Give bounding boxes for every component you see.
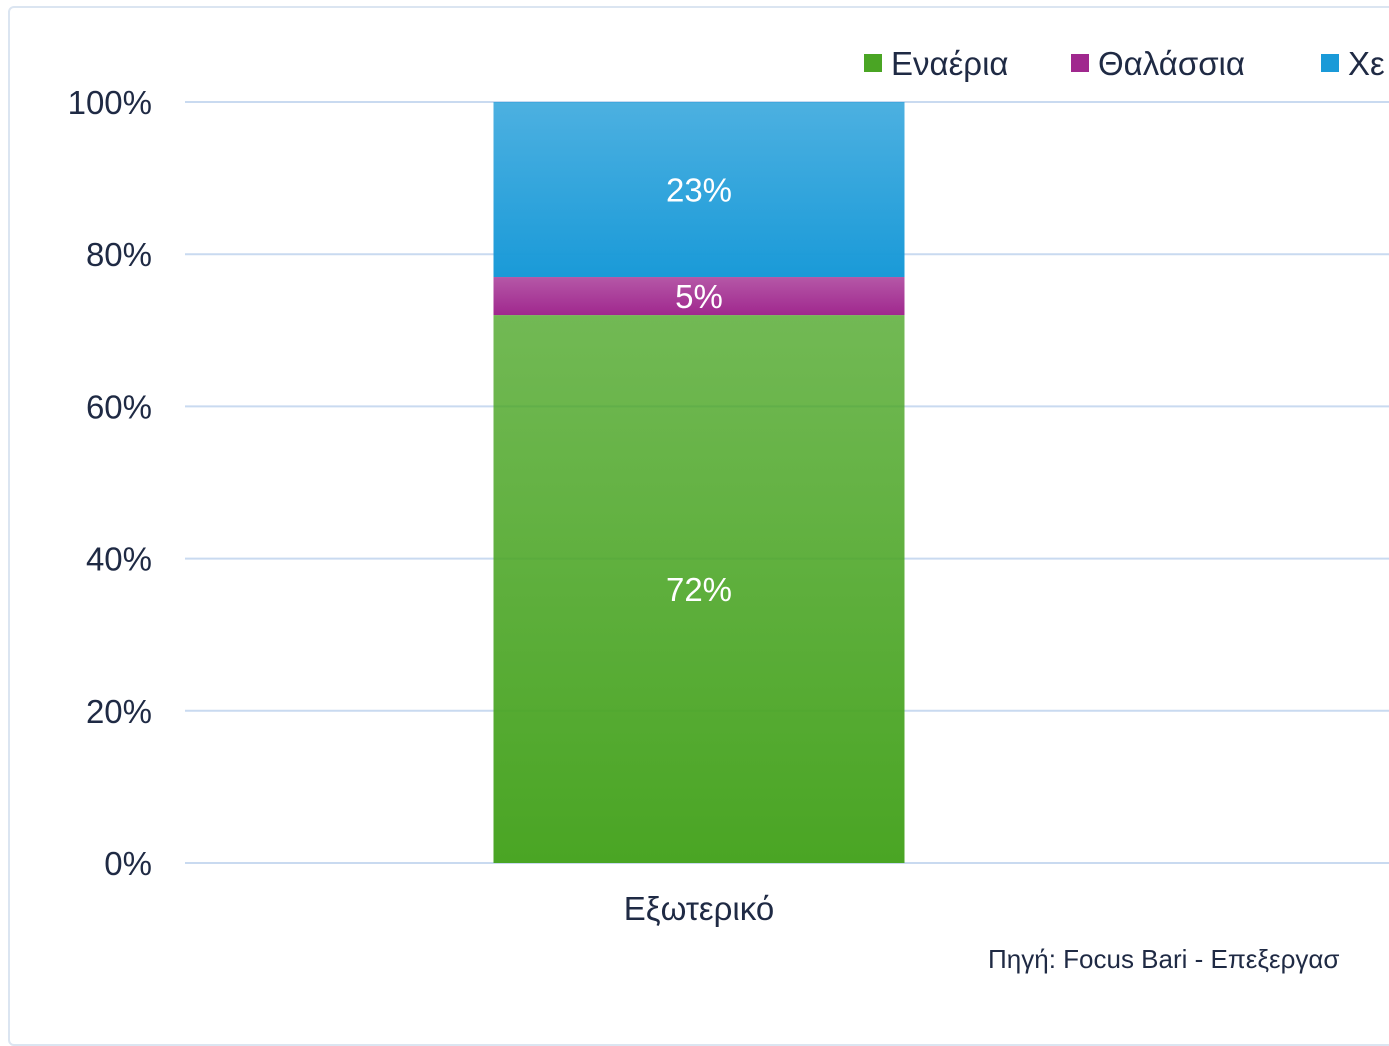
y-tick-label: 60% bbox=[86, 388, 152, 425]
bar-segment-1 bbox=[493, 315, 905, 864]
x-axis-categories: Εξωτερικό bbox=[624, 890, 774, 927]
y-tick-label: 80% bbox=[86, 236, 152, 273]
data-labels: 72% 5% 23% bbox=[666, 172, 732, 609]
y-tick-label: 40% bbox=[86, 541, 152, 578]
legend-label: Θαλάσσια bbox=[1098, 45, 1245, 82]
bar-segment-2 bbox=[493, 277, 905, 316]
source-note: Πηγή: Focus Bari - Επεξεργασ bbox=[988, 944, 1339, 974]
bar-segment-3 bbox=[493, 102, 905, 278]
legend-label: Εναέρια bbox=[891, 45, 1008, 82]
data-label: 5% bbox=[675, 278, 723, 315]
data-label: 72% bbox=[666, 571, 732, 608]
legend-swatch bbox=[1321, 54, 1339, 72]
y-tick-label: 0% bbox=[104, 845, 152, 882]
bars bbox=[493, 102, 905, 864]
legend: Εναέρια Θαλάσσια Χε bbox=[864, 45, 1385, 82]
data-label: 23% bbox=[666, 172, 732, 209]
legend-swatch bbox=[864, 54, 882, 72]
y-axis-ticks: 0% 20% 40% 60% 80% 100% bbox=[68, 84, 152, 882]
legend-label: Χε bbox=[1348, 45, 1385, 82]
y-tick-label: 20% bbox=[86, 693, 152, 730]
y-tick-label: 100% bbox=[68, 84, 152, 121]
x-category-label: Εξωτερικό bbox=[624, 890, 774, 927]
legend-swatch bbox=[1071, 54, 1089, 72]
